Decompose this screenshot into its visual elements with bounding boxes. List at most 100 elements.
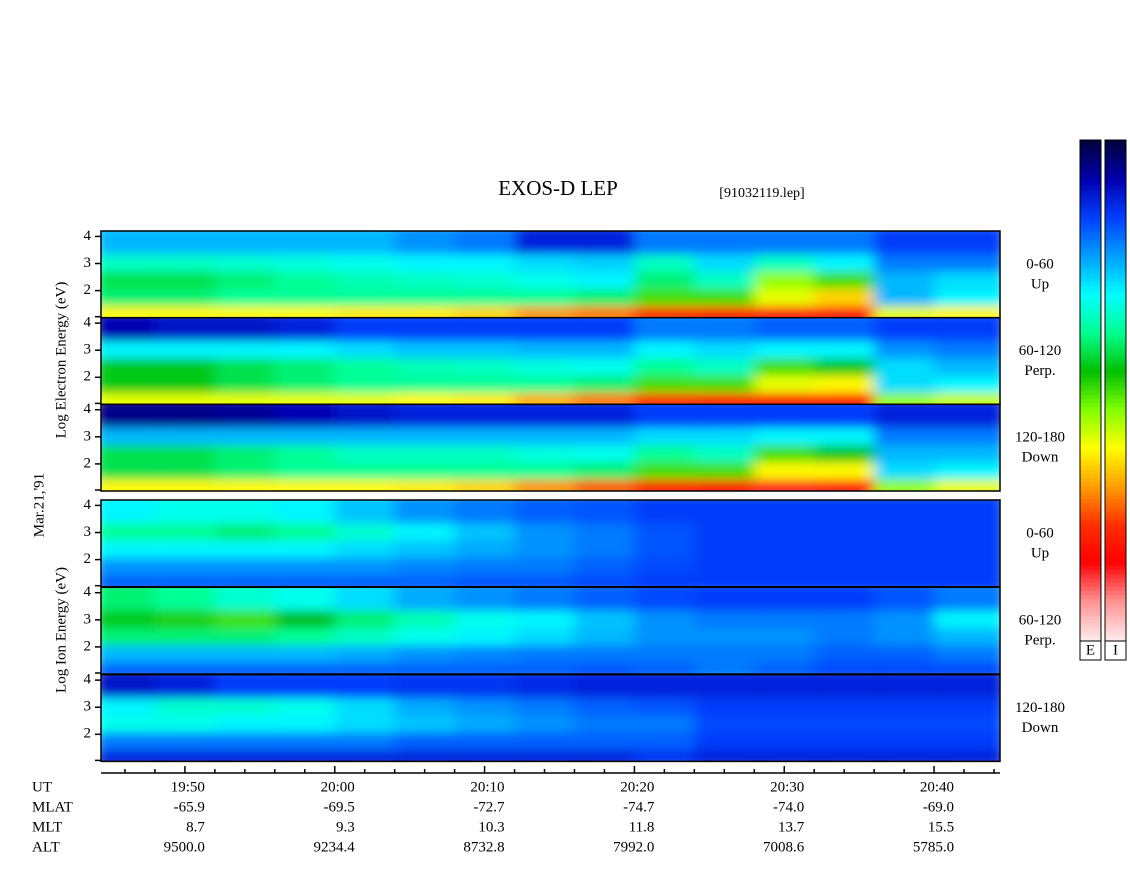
- heat-cell: [574, 317, 647, 342]
- ephemeris-label: MLT: [32, 819, 62, 835]
- colorbar-segment: [1080, 457, 1101, 463]
- colorbar-segment: [1105, 210, 1126, 216]
- colorbar-segment: [1105, 369, 1126, 375]
- x-tick-label: 20:40: [920, 779, 954, 795]
- heat-cell: [154, 317, 227, 342]
- colorbar-segment: [1105, 565, 1126, 571]
- colorbar-segment: [1105, 507, 1126, 513]
- heat-cell: [101, 231, 167, 255]
- colorbar-segment: [1080, 607, 1101, 613]
- colorbar-segment: [1105, 428, 1126, 433]
- ephemeris-value: 9500.0: [164, 839, 205, 855]
- heat-cell: [334, 587, 407, 611]
- colorbar-segment: [1080, 248, 1101, 254]
- colorbar-segment: [1105, 294, 1126, 300]
- colorbar-segment: [1105, 190, 1126, 195]
- colorbar-segment: [1080, 273, 1101, 279]
- colorbar-segment: [1105, 336, 1126, 341]
- colorbar-segment: [1105, 436, 1126, 442]
- colorbar-segment: [1080, 327, 1101, 333]
- colorbar-segment: [1105, 607, 1126, 613]
- heat-cell: [214, 231, 287, 255]
- heat-cell: [274, 674, 347, 699]
- heatmap-cells: [101, 231, 1000, 318]
- y-tick-label: 3: [84, 699, 92, 715]
- colorbar-segment: [1080, 574, 1101, 579]
- heat-cell: [394, 231, 467, 255]
- colorbar-segment: [1080, 140, 1101, 145]
- colorbar-segment: [1105, 173, 1126, 179]
- heat-cell: [394, 587, 467, 611]
- heat-cell: [814, 500, 887, 524]
- heat-cell: [694, 674, 767, 699]
- colorbar-segment: [1080, 507, 1101, 513]
- heatmap: [101, 317, 1000, 405]
- chart-subtitle: [91032119.lep]: [719, 186, 804, 201]
- colorbar-label: E: [1086, 642, 1095, 658]
- heat-cell: [514, 404, 587, 428]
- y-axis-label: Log Electron Energy (eV): [53, 282, 69, 439]
- colorbar-segment: [1080, 281, 1101, 287]
- x-tick-label: 20:00: [321, 779, 355, 795]
- colorbar-segment: [1105, 256, 1126, 262]
- y-tick-label: 2: [84, 369, 92, 385]
- heat-cell: [334, 674, 407, 699]
- heat-cell: [874, 231, 947, 255]
- colorbar-segment: [1105, 152, 1126, 158]
- ephemeris-value: 8.7: [186, 819, 205, 835]
- colorbar-segment: [1105, 515, 1126, 521]
- colorbar-segment: [1105, 244, 1126, 250]
- colorbar-segment: [1105, 469, 1126, 475]
- date-label: Mar.21,'91: [31, 473, 47, 537]
- colorbar-segment: [1105, 227, 1126, 233]
- colorbar-segment: [1080, 369, 1101, 375]
- colorbar-segment: [1105, 536, 1126, 542]
- heat-cell: [754, 317, 827, 342]
- heat-cell: [934, 674, 1000, 699]
- colorbar-segment: [1105, 231, 1126, 237]
- heatmap: [101, 404, 1000, 491]
- colorbar-segment: [1080, 373, 1101, 379]
- heat-cell: [154, 404, 227, 428]
- heat-cell: [334, 317, 407, 342]
- colorbar-segment: [1080, 403, 1101, 408]
- heat-cell: [101, 404, 167, 428]
- colorbar-segment: [1105, 390, 1126, 396]
- colorbar-segment: [1080, 549, 1101, 554]
- colorbar-segment: [1080, 227, 1101, 233]
- colorbar-segment: [1105, 327, 1126, 333]
- heat-cell: [634, 404, 707, 428]
- colorbar-segment: [1080, 357, 1101, 362]
- colorbar-segment: [1105, 561, 1126, 567]
- colorbar-segment: [1080, 223, 1101, 229]
- colorbar-segment: [1080, 294, 1101, 300]
- colorbar-segment: [1105, 611, 1126, 617]
- colorbar-segment: [1080, 261, 1101, 266]
- colorbar-segment: [1080, 311, 1101, 316]
- ephemeris-value: -74.0: [773, 799, 804, 815]
- colorbar-segment: [1080, 524, 1101, 529]
- heat-cell: [394, 404, 467, 428]
- panel-sublabel: Down: [1022, 720, 1059, 736]
- heat-cell: [574, 231, 647, 255]
- ephemeris-value: 13.7: [778, 819, 805, 835]
- heat-cell: [754, 674, 827, 699]
- colorbar-segment: [1105, 169, 1126, 174]
- colorbar-segment: [1080, 453, 1101, 458]
- colorbar-segment: [1080, 152, 1101, 158]
- colorbar-segment: [1105, 332, 1126, 337]
- colorbar-segment: [1080, 236, 1101, 241]
- colorbar-segment: [1105, 315, 1126, 321]
- colorbar-segment: [1080, 160, 1101, 166]
- heat-cell: [334, 404, 407, 428]
- colorbar-segment: [1105, 273, 1126, 279]
- ephemeris-value: 10.3: [478, 819, 504, 835]
- colorbar-segment: [1080, 323, 1101, 329]
- heat-cell: [154, 231, 227, 255]
- heat-cell: [394, 500, 467, 524]
- colorbar-segment: [1105, 323, 1126, 329]
- colorbar-segment: [1105, 311, 1126, 316]
- ephemeris-value: 5785.0: [913, 839, 954, 855]
